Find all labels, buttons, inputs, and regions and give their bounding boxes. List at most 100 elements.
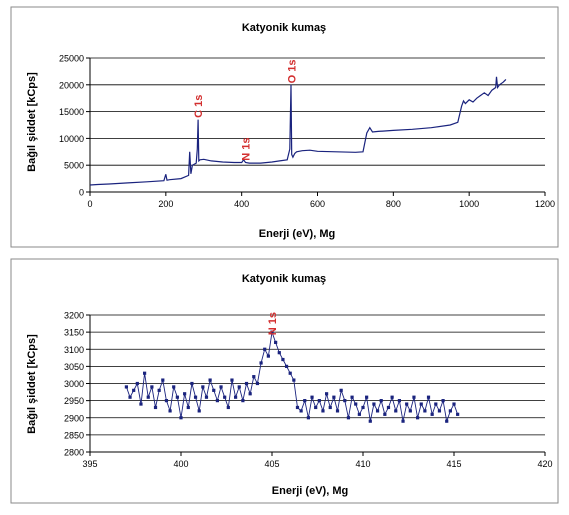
y-tick-label: 2900: [64, 413, 84, 423]
data-point: [423, 409, 427, 413]
data-point: [143, 371, 147, 375]
data-point: [179, 416, 183, 420]
data-point: [219, 385, 223, 389]
data-point: [197, 409, 201, 413]
data-point: [405, 402, 409, 406]
data-point: [215, 399, 219, 403]
y-tick-label: 3150: [64, 328, 84, 338]
x-tick-label: 420: [537, 459, 552, 469]
data-point: [335, 409, 340, 413]
x-ticks: 395 400 405 410 415 420: [82, 452, 553, 469]
data-point: [452, 402, 456, 406]
data-point: [281, 357, 285, 362]
data-point: [263, 347, 267, 351]
data-point: [168, 409, 172, 413]
data-point: [303, 399, 307, 403]
data-point: [230, 378, 234, 382]
data-point: [430, 412, 434, 416]
y-tick-label: 2850: [64, 430, 84, 440]
data-point: [172, 385, 176, 389]
y-axis-label: Bağıl şiddet [kCps]: [26, 72, 38, 172]
data-point: [204, 395, 209, 399]
y-ticks: 2800 2850 2900 2950 3000 3050 3100 3150 3200: [64, 311, 90, 458]
x-tick-label: 400: [234, 199, 249, 209]
y-tick-label: 3050: [64, 362, 84, 372]
data-point: [350, 395, 354, 399]
y-axis-label: Bağıl şiddet [kCps]: [26, 334, 38, 434]
data-point: [164, 399, 169, 403]
data-point: [401, 419, 405, 423]
data-point: [317, 399, 321, 403]
data-point: [244, 381, 249, 386]
x-tick-label: 1200: [535, 199, 555, 209]
data-point: [259, 361, 263, 365]
data-point: [208, 378, 212, 382]
y-tick-label: 25000: [59, 54, 84, 64]
data-point: [146, 395, 150, 399]
y-tick-label: 15000: [59, 107, 84, 117]
data-point: [314, 405, 318, 410]
data-point: [270, 330, 274, 334]
data-point: [394, 409, 398, 413]
chart-panel-top: Katyonik kumaş Bağıl şiddet [kCps] Enerj…: [10, 6, 559, 248]
data-point: [434, 402, 438, 406]
data-point: [419, 402, 423, 406]
data-point: [441, 399, 445, 403]
y-tick-label: 2950: [64, 396, 84, 406]
data-point: [190, 381, 194, 386]
y-tick-label: 5000: [64, 161, 84, 171]
y-tick-label: 2800: [64, 448, 84, 458]
series: [124, 330, 460, 423]
data-point: [150, 385, 154, 389]
chart-panel-bottom: Katyonik kumaş Bağıl şiddet [kCps] Enerj…: [10, 258, 559, 504]
data-point: [292, 378, 296, 382]
data-point: [321, 409, 325, 413]
data-point: [161, 378, 165, 382]
data-point: [372, 402, 376, 406]
x-axis-label: Enerji (eV), Mg: [272, 485, 348, 497]
data-point: [437, 409, 442, 413]
data-point: [157, 388, 161, 392]
data-point: [416, 416, 420, 420]
y-tick-label: 10000: [59, 134, 84, 144]
x-tick-label: 400: [173, 459, 188, 469]
data-point: [241, 399, 245, 403]
y-tick-label: 3100: [64, 345, 84, 355]
data-point: [426, 395, 431, 399]
data-point: [237, 385, 241, 389]
data-point: [339, 388, 343, 392]
data-point: [365, 395, 369, 399]
data-point: [124, 385, 128, 389]
data-point: [255, 381, 260, 386]
data-point: [223, 395, 227, 399]
y-tick-label: 3000: [64, 379, 84, 389]
data-point: [274, 340, 278, 344]
data-point: [325, 392, 329, 396]
x-tick-label: 600: [310, 199, 325, 209]
data-point: [357, 412, 361, 416]
data-point: [139, 402, 143, 406]
data-point: [226, 405, 230, 410]
data-point: [306, 416, 310, 420]
y-tick-label: 0: [79, 188, 84, 198]
x-tick-label: 200: [158, 199, 173, 209]
x-tick-label: 0: [87, 199, 92, 209]
data-point: [153, 405, 158, 410]
data-point: [201, 385, 205, 389]
x-tick-label: 405: [264, 459, 279, 469]
data-point: [295, 405, 300, 410]
data-point: [343, 399, 347, 403]
data-point: [328, 405, 332, 410]
series: [89, 76, 507, 186]
data-point: [346, 416, 351, 420]
data-point: [332, 395, 336, 399]
annotation-label: C 1s: [193, 95, 205, 118]
x-tick-label: 410: [355, 459, 370, 469]
chart-frame: [10, 6, 559, 248]
x-tick-label: 395: [82, 459, 97, 469]
data-point: [412, 395, 416, 399]
series-line: [125, 331, 459, 423]
chart-frame: [10, 258, 559, 504]
data-point: [252, 375, 256, 379]
